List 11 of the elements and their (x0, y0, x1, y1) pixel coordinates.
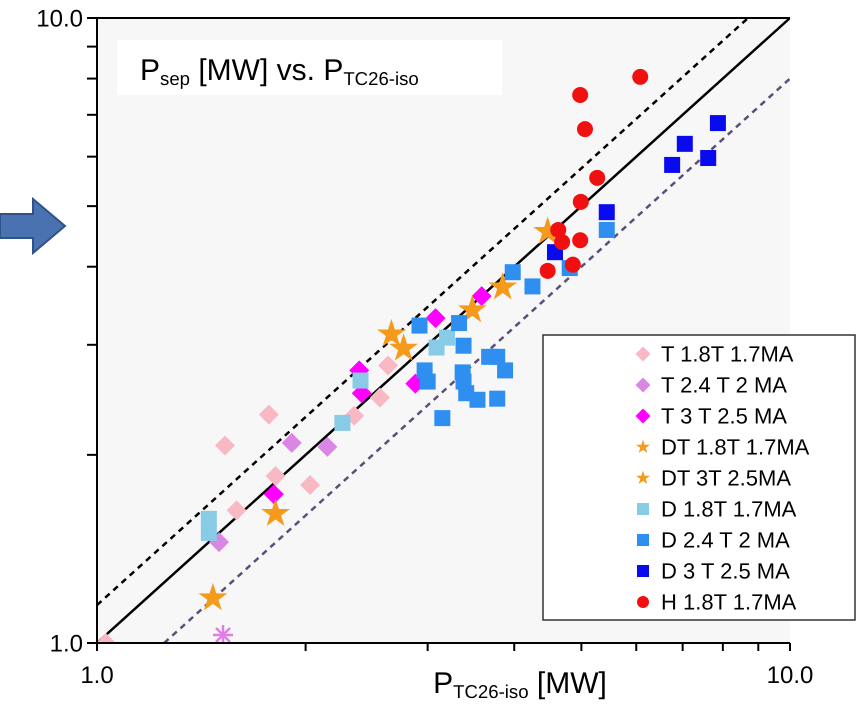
legend-label: T 2.4 T 2 MA (661, 372, 788, 398)
legend-label: T 1.8T 1.7MA (661, 342, 794, 367)
text: P$_{sep}$ [MW] vs. P$_{TC26-iso}$ (140, 54, 419, 89)
legend-label: DT 1.8T 1.7MA (661, 434, 810, 460)
legend-label: D 1.8T 1.7MA (661, 496, 797, 522)
legend-label: DT 3T 2.5MA (661, 466, 792, 491)
legend-label: H 1.8T 1.7MA (661, 590, 797, 615)
legend-label: D 2.4 T 2 MA (661, 528, 790, 553)
legend-label: D 3 T 2.5 MA (661, 558, 790, 584)
x-axis-title: P$_{TC26-iso}$ [MW] (433, 667, 607, 702)
legend-label: T 3 T 2.5 MA (661, 404, 788, 429)
